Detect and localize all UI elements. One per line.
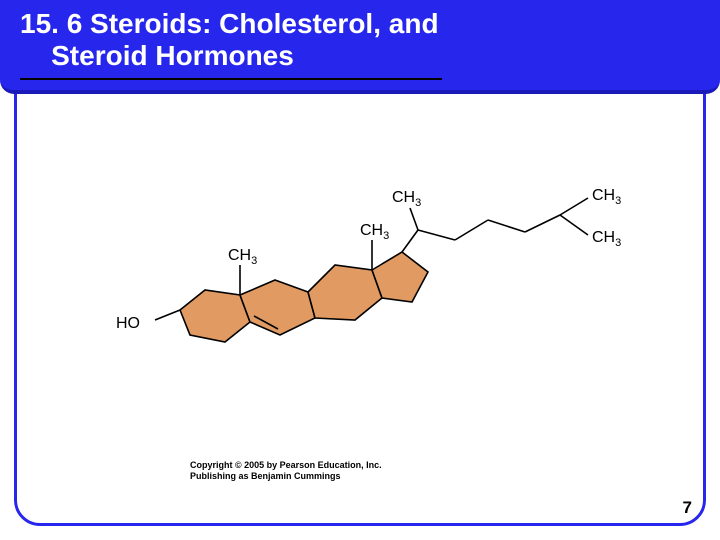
slide-header: 15. 6 Steroids: Cholesterol, and Steroid… [0, 0, 720, 94]
title-line-2: Steroid Hormones [51, 40, 294, 71]
title-line-1: 15. 6 Steroids: Cholesterol, and [20, 8, 439, 39]
slide-frame [14, 58, 706, 526]
title-underline [20, 78, 442, 80]
slide-title: 15. 6 Steroids: Cholesterol, and Steroid… [20, 8, 700, 72]
